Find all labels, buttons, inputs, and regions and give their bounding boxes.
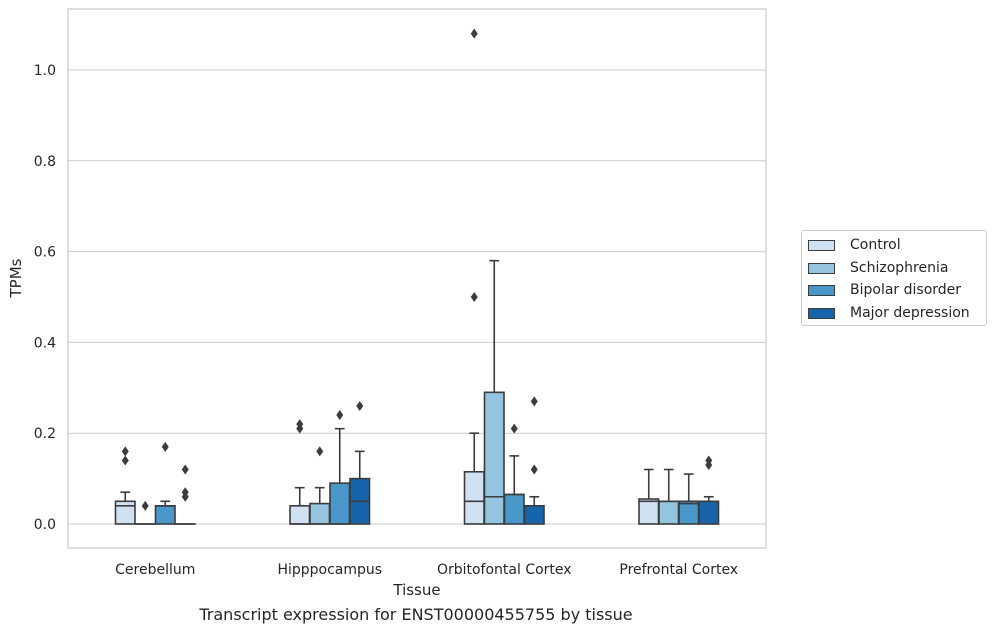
legend-item-major-depression: Major depression (808, 303, 970, 323)
y-tick-label: 1.0 (34, 63, 56, 79)
y-axis-label: TPMs (7, 258, 25, 298)
grid-lines (68, 69, 766, 525)
box-0-0 (114, 446, 136, 525)
y-tick-label: 0.4 (34, 335, 56, 351)
box-body (154, 505, 176, 525)
legend-swatch-major-depression (808, 307, 835, 319)
y-tick-label: 0.0 (34, 517, 56, 533)
outlier-point (356, 400, 364, 411)
legend: Control Schizophrenia Bipolar disorder M… (801, 230, 987, 326)
box-1-0 (289, 419, 311, 525)
outlier-point (530, 464, 538, 475)
legend-item-bipolar-disorder: Bipolar disorder (808, 280, 961, 300)
box-body (289, 505, 311, 525)
box-body (503, 493, 525, 525)
x-axis-label: Tissue (392, 581, 440, 599)
outlier-point (336, 410, 344, 421)
outlier-point (141, 500, 149, 511)
box-1-3 (349, 400, 371, 525)
outlier-point (470, 28, 478, 39)
x-tick-label: Hipppocampus (277, 562, 382, 578)
box-body (678, 500, 700, 525)
plot-frame (67, 8, 767, 549)
y-tick-label: 0.8 (34, 154, 56, 170)
box-0-3 (174, 464, 196, 525)
outlier-point (510, 423, 518, 434)
box-0-2 (154, 441, 176, 525)
box-2-0 (463, 28, 485, 525)
y-tick-labels: 0.0 0.2 0.4 0.6 0.8 1.0 (34, 63, 56, 533)
box-1-1 (309, 446, 331, 525)
outlier-point (705, 455, 713, 466)
box-body (463, 470, 485, 525)
outlier-point (161, 441, 169, 452)
legend-swatch-schizophrenia (808, 262, 835, 274)
box-2-3 (523, 396, 545, 525)
legend-label-bipolar-disorder: Bipolar disorder (850, 282, 962, 298)
box-body (698, 500, 720, 525)
outlier-point (181, 464, 189, 475)
y-tick-label: 0.2 (34, 426, 56, 442)
box-3-0 (638, 468, 660, 525)
outlier-point (296, 419, 304, 430)
legend-item-schizophrenia: Schizophrenia (808, 258, 948, 278)
box-body (329, 482, 351, 525)
box-body (638, 498, 660, 525)
box-body (114, 500, 136, 525)
outlier-point (121, 446, 129, 457)
box-body (483, 391, 505, 525)
x-tick-labels: Cerebellum Hipppocampus Orbitofontal Corte… (115, 562, 738, 578)
x-tick-label: Orbitofontal Cortex (437, 562, 572, 578)
legend-item-control: Control (808, 235, 901, 255)
box-2-1 (483, 259, 505, 525)
outlier-point (181, 487, 189, 498)
box-body (309, 502, 331, 525)
outlier-point (470, 292, 478, 302)
legend-swatch-control (808, 239, 835, 251)
box-3-2 (678, 473, 700, 525)
outlier-point (121, 455, 129, 466)
box-0-1 (134, 500, 156, 525)
box-2-2 (503, 423, 525, 525)
legend-label-schizophrenia: Schizophrenia (850, 260, 949, 276)
outlier-point (530, 396, 538, 407)
chart-caption: Transcript expression for ENST0000045575… (199, 605, 633, 624)
legend-label-control: Control (850, 237, 901, 253)
y-tick-label: 0.6 (34, 245, 56, 261)
legend-swatch-bipolar-disorder (808, 284, 835, 296)
x-tick-label: Cerebellum (115, 562, 195, 578)
box-1-2 (329, 410, 351, 525)
box-plot-marks (114, 28, 720, 525)
x-tick-label: Prefrontal Cortex (619, 562, 738, 578)
box-body (658, 500, 680, 525)
legend-label-major-depression: Major depression (850, 305, 970, 321)
box-body (523, 505, 545, 525)
outlier-point (316, 446, 324, 457)
box-3-1 (658, 468, 680, 525)
box-3-3 (698, 455, 720, 525)
